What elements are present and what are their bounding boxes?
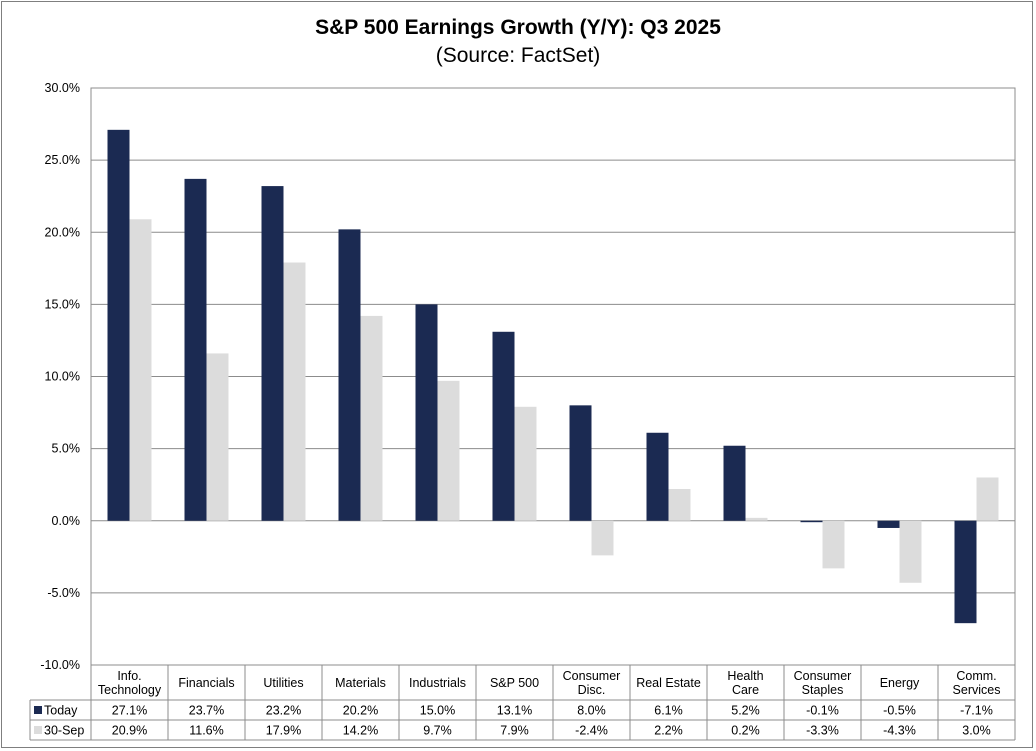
y-tick-label: 20.0% [45, 225, 80, 239]
category-label: Comm. Services [953, 669, 1001, 697]
data-table-cell: -4.3% [883, 724, 916, 738]
data-table-cell: -3.3% [806, 724, 839, 738]
y-tick-label: 30.0% [45, 81, 80, 95]
category-label-line: Staples [802, 683, 844, 697]
data-table-cell: 8.0% [577, 704, 606, 718]
data-table-cell: -0.1% [806, 704, 839, 718]
bar-today [954, 520, 977, 624]
category-label: Financials [178, 676, 234, 690]
category-label-line: Technology [98, 683, 162, 697]
data-table-cell: -2.4% [575, 724, 608, 738]
bar-today [646, 432, 669, 521]
category-label: Industrials [409, 676, 466, 690]
bar-sep30 [976, 477, 999, 521]
bar-sep30 [591, 520, 614, 556]
bar-sep30 [822, 520, 845, 569]
bar-today [184, 178, 207, 521]
category-label-line: Consumer [794, 669, 852, 683]
category-label-line: Consumer [563, 669, 621, 683]
bar-today [261, 186, 284, 521]
bar-today [723, 445, 746, 521]
data-table-cell: 11.6% [189, 724, 224, 738]
data-table-cell: 9.7% [423, 724, 452, 738]
data-table-cell: 20.2% [343, 704, 378, 718]
category-label-line: Health [727, 669, 763, 683]
data-table-cell: 20.9% [112, 724, 147, 738]
category-label: S&P 500 [490, 676, 539, 690]
data-table-cell: 6.1% [654, 704, 683, 718]
category-label: Info. Technology [98, 669, 162, 697]
bar-sep30 [437, 380, 460, 521]
bar-sep30 [129, 219, 152, 521]
y-tick-label: 5.0% [52, 442, 81, 456]
bar-today [877, 520, 900, 528]
data-table-cell: -7.1% [960, 704, 993, 718]
data-table-cell: 5.2% [731, 704, 760, 718]
category-label-line: Comm. [956, 669, 996, 683]
bar-sep30 [206, 353, 229, 521]
bar-sep30 [360, 315, 383, 521]
data-table-cell: -0.5% [883, 704, 916, 718]
y-tick-label: 0.0% [52, 514, 81, 528]
category-label: Consumer Disc. [563, 669, 621, 697]
data-table-cell: 14.2% [343, 724, 378, 738]
data-table-cell: 27.1% [112, 704, 147, 718]
legend-key [34, 726, 42, 734]
chart-title: S&P 500 Earnings Growth (Y/Y): Q3 2025 [315, 16, 721, 39]
chart-subtitle: (Source: FactSet) [435, 44, 601, 67]
data-table-cell: 7.9% [500, 724, 529, 738]
y-tick-label: 10.0% [45, 370, 80, 384]
data-table-cell: 23.7% [189, 704, 224, 718]
y-tick-label: 25.0% [45, 153, 80, 167]
data-table-cell: 23.2% [266, 704, 301, 718]
y-tick-label: -10.0% [40, 658, 80, 672]
data-table-cell: 15.0% [420, 704, 455, 718]
legend-label: 30-Sep [44, 724, 84, 738]
bar-today [492, 331, 515, 521]
legend-label: Today [44, 704, 78, 718]
bar-today [107, 129, 130, 521]
category-label-line: Services [953, 683, 1001, 697]
bar-sep30 [899, 520, 922, 583]
y-tick-label: 15.0% [45, 297, 80, 311]
category-label: Utilities [263, 676, 303, 690]
data-table-cell: 2.2% [654, 724, 683, 738]
data-table-cell: 13.1% [497, 704, 532, 718]
bar-sep30 [745, 517, 768, 521]
data-table-cell: 17.9% [266, 724, 301, 738]
data-table-cell: 3.0% [962, 724, 991, 738]
category-label: Real Estate [636, 676, 701, 690]
category-label: Materials [335, 676, 386, 690]
bar-today [800, 520, 823, 523]
bar-today [569, 405, 592, 521]
category-label-line: Info. [117, 669, 141, 683]
bar-sep30 [283, 262, 306, 521]
bar-sep30 [514, 406, 537, 521]
y-tick-label: -5.0% [47, 586, 80, 600]
category-label: Consumer Staples [794, 669, 852, 697]
category-label: Energy [880, 676, 920, 690]
bar-sep30 [668, 489, 691, 521]
bar-today [415, 304, 438, 521]
category-label: Health Care [727, 669, 763, 697]
category-label-line: Care [732, 683, 759, 697]
legend-key [34, 706, 42, 714]
category-label-line: Disc. [578, 683, 606, 697]
bar-today [338, 229, 361, 521]
data-table-cell: 0.2% [731, 724, 760, 738]
